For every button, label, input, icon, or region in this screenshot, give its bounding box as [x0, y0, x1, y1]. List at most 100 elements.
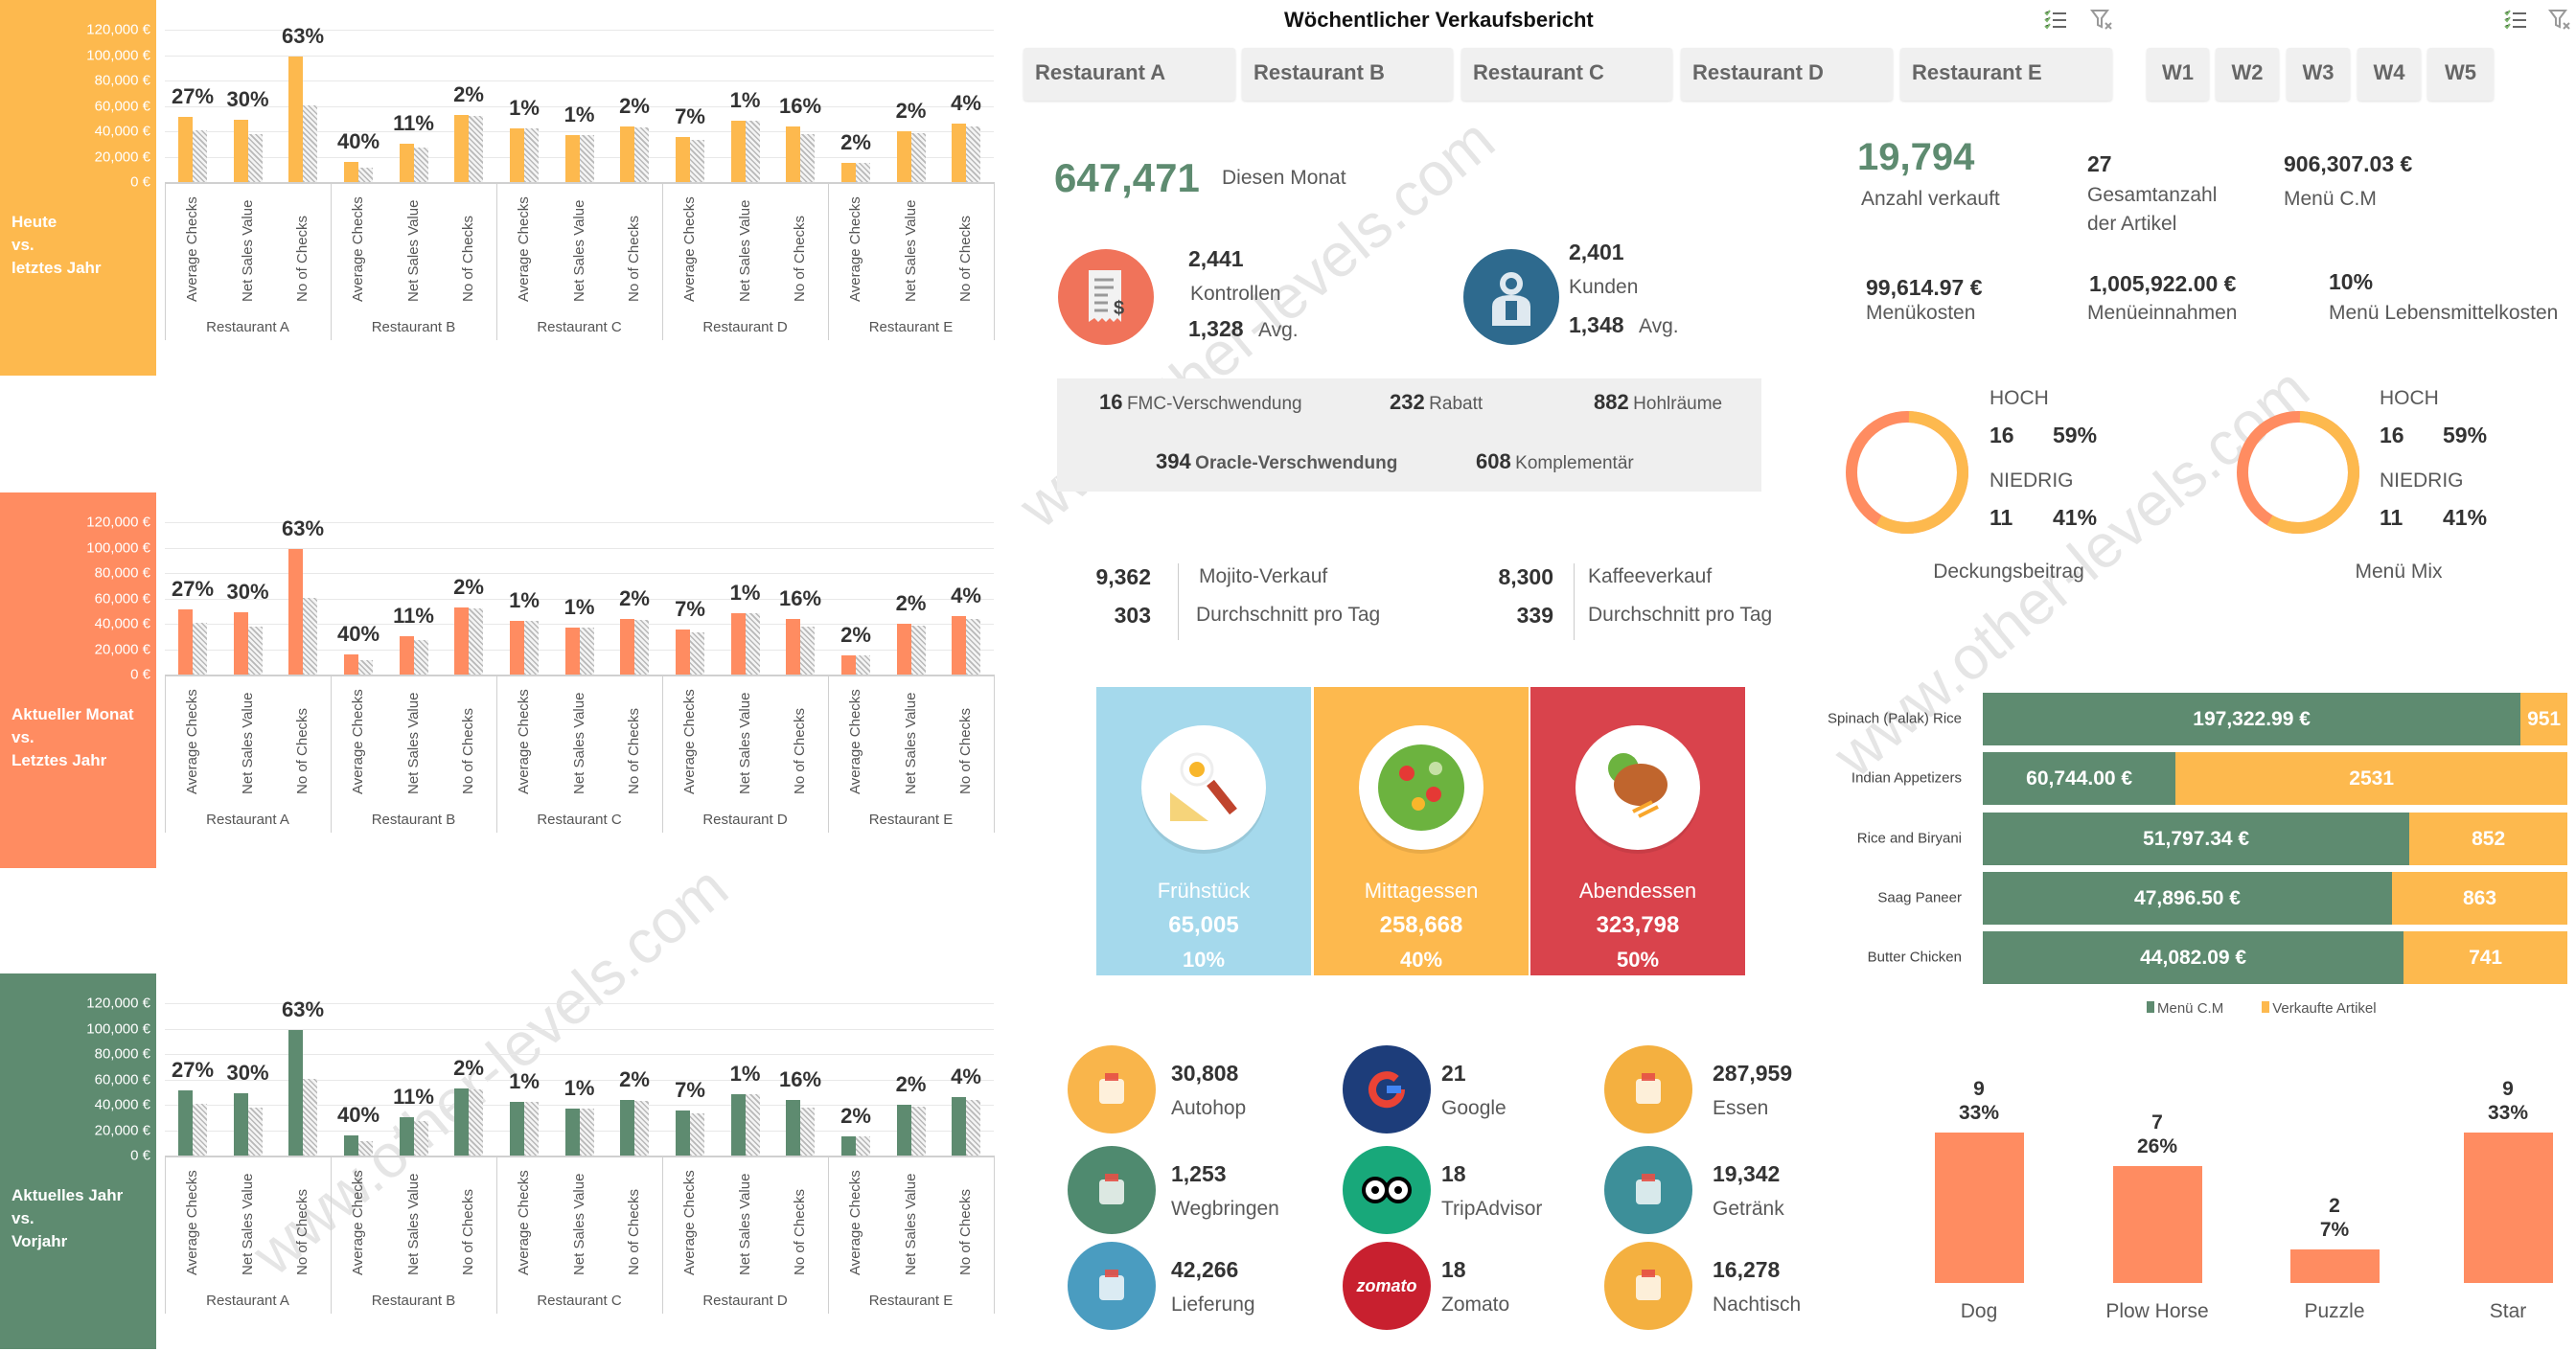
bar-current[interactable]: [952, 1097, 966, 1156]
bar-current[interactable]: [454, 114, 469, 182]
bar-current[interactable]: [841, 655, 856, 675]
bar-previous[interactable]: [634, 620, 649, 675]
bar-current[interactable]: [952, 616, 966, 675]
bar-current[interactable]: [896, 1105, 911, 1156]
bar-current[interactable]: [178, 117, 193, 182]
bar-previous[interactable]: [524, 620, 539, 675]
bar-previous[interactable]: [413, 147, 428, 182]
bar-previous[interactable]: [579, 627, 594, 675]
bar-current[interactable]: [841, 1136, 856, 1156]
stacked-bar[interactable]: 47,896.50 €863: [1983, 872, 2567, 925]
bar-previous[interactable]: [469, 1089, 483, 1156]
bar-segment-menu-cm[interactable]: 51,797.34 €: [1983, 813, 2410, 865]
bar-previous[interactable]: [800, 1107, 815, 1156]
bar-previous[interactable]: [413, 1120, 428, 1156]
bar-previous[interactable]: [910, 625, 926, 675]
bar-previous[interactable]: [800, 626, 815, 675]
bar-previous[interactable]: [800, 133, 815, 182]
bar-current[interactable]: [399, 143, 414, 182]
bar-current[interactable]: [786, 126, 800, 182]
bar-current[interactable]: [564, 627, 580, 675]
multi-select-icon[interactable]: [2043, 8, 2068, 33]
bar-current[interactable]: [620, 126, 634, 182]
bar-current[interactable]: [896, 131, 911, 182]
slicer-restaurant-b[interactable]: Restaurant B: [1242, 48, 1453, 101]
bar-current[interactable]: [730, 1093, 746, 1156]
bar-segment-menu-cm[interactable]: 197,322.99 €: [1983, 693, 2521, 745]
stacked-bar[interactable]: 51,797.34 €852: [1983, 813, 2567, 865]
bar-current[interactable]: [510, 620, 524, 675]
bar-previous[interactable]: [634, 1101, 649, 1156]
bar-previous[interactable]: [303, 597, 317, 675]
bar-previous[interactable]: [910, 132, 926, 182]
bar-current[interactable]: [510, 1101, 524, 1156]
bar-current[interactable]: [178, 609, 193, 675]
bar-previous[interactable]: [579, 1108, 594, 1156]
bar-previous[interactable]: [690, 1112, 704, 1156]
stacked-bar[interactable]: 197,322.99 €951: [1983, 693, 2567, 745]
bar-current[interactable]: [676, 1110, 690, 1156]
bar-current[interactable]: [344, 162, 358, 182]
bar-current[interactable]: [564, 134, 580, 182]
bar-current[interactable]: [233, 1093, 248, 1156]
slicer-restaurant-d[interactable]: Restaurant D: [1681, 48, 1893, 101]
slicer-restaurant-c[interactable]: Restaurant C: [1461, 48, 1672, 101]
bar-previous[interactable]: [413, 639, 428, 675]
bar-previous[interactable]: [690, 631, 704, 675]
bar-current[interactable]: [344, 1135, 358, 1156]
bar-current[interactable]: [454, 607, 469, 675]
bar-segment-items-sold[interactable]: 2531: [2175, 752, 2567, 805]
bar-previous[interactable]: [358, 660, 373, 675]
slicer-week-4[interactable]: W4: [2358, 48, 2421, 101]
bar-previous[interactable]: [966, 126, 980, 182]
bar-previous[interactable]: [247, 133, 263, 182]
bar-previous[interactable]: [469, 608, 483, 675]
bar-previous[interactable]: [579, 134, 594, 182]
bar-current[interactable]: [676, 629, 690, 675]
bar-previous[interactable]: [247, 1107, 263, 1156]
bar-current[interactable]: [510, 127, 524, 182]
bar-previous[interactable]: [469, 116, 483, 182]
bar-previous[interactable]: [193, 622, 207, 675]
bar-previous[interactable]: [745, 613, 760, 675]
bar-current[interactable]: [344, 654, 358, 675]
bar-current[interactable]: [676, 136, 690, 182]
slicer-restaurant-e[interactable]: Restaurant E: [1900, 48, 2112, 101]
bar-current[interactable]: [454, 1088, 469, 1156]
bar-current[interactable]: [730, 120, 746, 182]
bar-previous[interactable]: [524, 1101, 539, 1156]
slicer-week-5[interactable]: W5: [2427, 48, 2494, 101]
bar-previous[interactable]: [856, 163, 870, 182]
bar-segment-items-sold[interactable]: 852: [2409, 813, 2567, 865]
bar-previous[interactable]: [358, 168, 373, 182]
bar-previous[interactable]: [358, 1141, 373, 1156]
clear-filter-icon[interactable]: [2547, 8, 2572, 33]
bar-segment-items-sold[interactable]: 951: [2520, 693, 2567, 745]
column-bar[interactable]: [2464, 1133, 2553, 1283]
column-bar[interactable]: [2290, 1249, 2380, 1283]
bar-previous[interactable]: [303, 1078, 317, 1156]
bar-current[interactable]: [730, 612, 746, 675]
bar-previous[interactable]: [966, 618, 980, 675]
slicer-week-1[interactable]: W1: [2147, 48, 2209, 101]
multi-select-icon[interactable]: [2503, 8, 2528, 33]
clear-filter-icon[interactable]: [2089, 8, 2114, 33]
bar-previous[interactable]: [856, 655, 870, 675]
bar-previous[interactable]: [690, 139, 704, 182]
bar-previous[interactable]: [745, 121, 760, 182]
bar-segment-menu-cm[interactable]: 44,082.09 €: [1983, 931, 2404, 984]
stacked-bar[interactable]: 44,082.09 €741: [1983, 931, 2567, 984]
slicer-week-3[interactable]: W3: [2287, 48, 2350, 101]
bar-current[interactable]: [952, 124, 966, 182]
bar-current[interactable]: [288, 56, 303, 182]
bar-segment-menu-cm[interactable]: 60,744.00 €: [1983, 752, 2176, 805]
bar-current[interactable]: [620, 618, 634, 675]
bar-previous[interactable]: [247, 626, 263, 675]
bar-previous[interactable]: [193, 129, 207, 182]
bar-current[interactable]: [896, 624, 911, 675]
bar-previous[interactable]: [745, 1094, 760, 1156]
bar-previous[interactable]: [856, 1136, 870, 1156]
bar-current[interactable]: [620, 1099, 634, 1156]
bar-previous[interactable]: [193, 1103, 207, 1156]
stacked-bar[interactable]: 60,744.00 €2531: [1983, 752, 2567, 805]
